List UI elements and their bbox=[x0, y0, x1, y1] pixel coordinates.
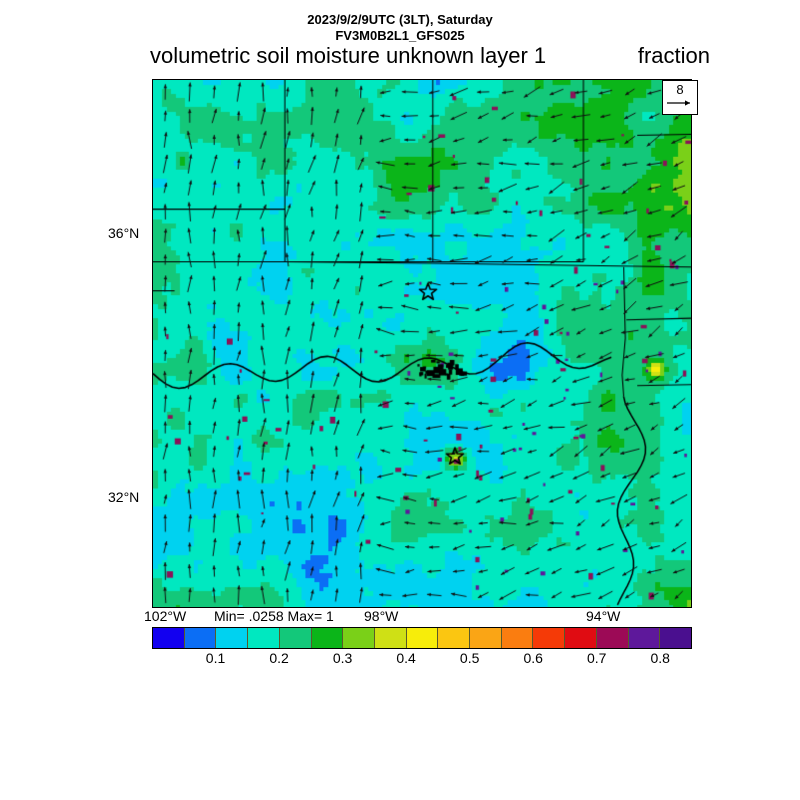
colorbar-tick-0.1: 0.1 bbox=[205, 650, 226, 666]
colorbar-tick-0.6: 0.6 bbox=[523, 650, 543, 666]
colorbar-segment-0 bbox=[153, 628, 185, 648]
colorbar-segment-14 bbox=[596, 628, 629, 648]
soil-moisture-heatmap bbox=[153, 80, 691, 607]
colorbar-tick-0.3: 0.3 bbox=[332, 650, 353, 666]
colorbar-segment-15 bbox=[628, 628, 661, 648]
colorbar-segment-11 bbox=[501, 628, 534, 648]
colorbar-segment-9 bbox=[438, 628, 471, 648]
xaxis-tick-94w: 94°W bbox=[586, 608, 621, 624]
colorbar-tick-0.7: 0.7 bbox=[586, 650, 607, 666]
colorbar-segment-1 bbox=[184, 628, 217, 648]
map-plot-area[interactable] bbox=[152, 79, 692, 608]
header-timestamp: 2023/9/2/9UTC (3LT), Saturday bbox=[307, 12, 493, 27]
units-label: fraction bbox=[637, 43, 710, 68]
header-model-id: FV3M0B2L1_GFS025 bbox=[335, 28, 465, 43]
colorbar-tick-0.2: 0.2 bbox=[269, 650, 289, 666]
colorbar-segment-13 bbox=[565, 628, 597, 648]
minmax-stats-label: Min= .0258 Max= 1 bbox=[214, 608, 334, 624]
colorbar-segment-6 bbox=[343, 628, 375, 648]
xaxis-tick-102w: 102°W bbox=[144, 608, 187, 624]
xaxis-tick-98w: 98°W bbox=[364, 608, 399, 624]
colorbar-segment-4 bbox=[279, 628, 312, 648]
colorbar-segment-2 bbox=[216, 628, 249, 648]
colorbar-tick-labels: 0.1 0.2 0.3 0.4 0.5 0.6 0.7 0.8 bbox=[152, 650, 692, 670]
colorbar-tick-0.5: 0.5 bbox=[459, 650, 480, 666]
colorbar-segment-10 bbox=[470, 628, 502, 648]
colorbar-tick-0.8: 0.8 bbox=[650, 650, 670, 666]
colorbar-segment-3 bbox=[248, 628, 280, 648]
colorbar bbox=[152, 627, 692, 649]
colorbar-segment-5 bbox=[311, 628, 344, 648]
colorbar-segment-16 bbox=[660, 628, 691, 648]
colorbar-segment-8 bbox=[406, 628, 439, 648]
wind-reference-value: 8 bbox=[676, 82, 684, 97]
wind-arrow-icon bbox=[667, 100, 690, 106]
colorbar-tick-0.4: 0.4 bbox=[396, 650, 416, 666]
yaxis-tick-36n: 36°N bbox=[108, 225, 140, 241]
wind-reference-legend: 8 bbox=[662, 80, 698, 115]
title-row: volumetric soil moisture unknown layer 1… bbox=[150, 43, 710, 69]
colorbar-segment-12 bbox=[533, 628, 566, 648]
colorbar-segment-7 bbox=[374, 628, 407, 648]
page-title: volumetric soil moisture unknown layer 1 bbox=[150, 43, 547, 68]
yaxis-tick-32n: 32°N bbox=[108, 489, 140, 505]
